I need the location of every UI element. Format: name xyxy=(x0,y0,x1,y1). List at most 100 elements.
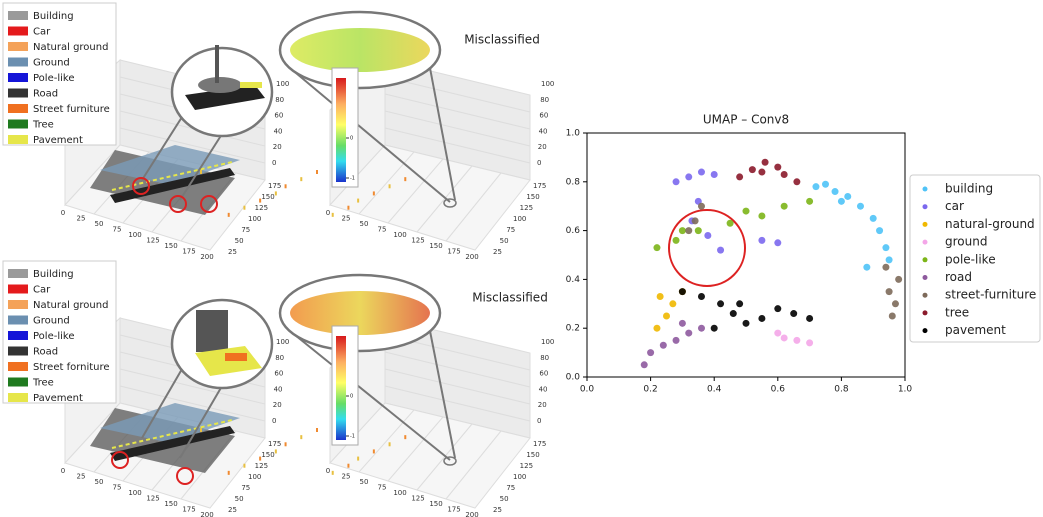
legend-label: Building xyxy=(33,269,74,280)
pane-grid xyxy=(384,93,531,130)
legend-swatch xyxy=(8,11,28,20)
z-tick-label: 100 xyxy=(541,338,554,346)
point xyxy=(822,180,829,188)
scene-point xyxy=(200,428,202,432)
point xyxy=(863,263,871,271)
point xyxy=(888,312,896,320)
x-tick-label: 100 xyxy=(393,231,406,239)
point xyxy=(837,197,845,205)
scene-point xyxy=(331,470,334,475)
scene-point xyxy=(404,435,407,440)
point xyxy=(678,319,686,327)
legend-label: Pavement xyxy=(33,135,83,146)
point xyxy=(831,188,839,196)
x-tick-label: 150 xyxy=(429,500,442,508)
x-tick-label: 200 xyxy=(200,511,213,517)
legend-marker xyxy=(922,204,928,210)
x-tick-label: 50 xyxy=(95,220,104,228)
x-tick-label: 50 xyxy=(360,220,369,228)
pane-grid xyxy=(384,385,531,422)
point xyxy=(672,336,680,344)
y-tick-label: 75 xyxy=(506,484,515,492)
z-tick-label: 20 xyxy=(538,143,547,151)
point xyxy=(793,178,801,186)
point xyxy=(685,173,693,181)
scene-point xyxy=(227,470,230,475)
point xyxy=(685,329,693,337)
scene-point xyxy=(372,191,375,196)
pane-grid xyxy=(416,423,473,491)
y-tick-label: 50 xyxy=(500,495,509,503)
pane-grid xyxy=(384,127,531,164)
point xyxy=(694,227,702,235)
scene-point xyxy=(274,449,277,454)
y-tick-label: 175 xyxy=(533,440,546,448)
legend-swatch xyxy=(8,119,28,129)
legend-label: ground xyxy=(945,235,987,249)
legend-label: Tree xyxy=(32,120,54,131)
scene-point xyxy=(316,170,318,174)
x-tick-label: 125 xyxy=(146,237,159,245)
legend-label: Pole-like xyxy=(33,331,74,342)
pane-grid xyxy=(119,385,266,422)
z-tick-label: 80 xyxy=(540,354,549,362)
legend-swatch xyxy=(8,88,28,98)
point xyxy=(885,288,893,296)
point xyxy=(758,212,766,220)
pane-grid xyxy=(384,110,531,147)
point xyxy=(697,202,705,210)
y-tick-label: 100 xyxy=(248,473,261,481)
red-circle xyxy=(200,195,218,213)
x-tick-label: 125 xyxy=(146,495,159,503)
pane-grid xyxy=(119,368,266,405)
scene-point xyxy=(300,435,303,440)
pane-grid xyxy=(384,76,531,113)
legend-label: road xyxy=(945,270,972,284)
pane-grid xyxy=(387,416,444,482)
point xyxy=(717,246,725,254)
point xyxy=(742,207,750,215)
legend-swatch xyxy=(8,57,28,67)
x-tick-label: 150 xyxy=(429,242,442,250)
x-tick-label: 0 xyxy=(326,209,330,217)
legend-swatch xyxy=(8,73,28,82)
scene-building xyxy=(100,145,240,185)
y-tick-label: 25 xyxy=(228,248,237,256)
point xyxy=(748,166,756,174)
scene-point xyxy=(284,184,287,189)
point xyxy=(761,158,769,166)
zoom-object xyxy=(215,45,219,83)
legend-label: building xyxy=(945,182,993,196)
scene-point xyxy=(284,442,287,447)
point xyxy=(895,275,903,283)
point xyxy=(774,329,782,337)
y-tick-label: 125 xyxy=(520,462,533,470)
point xyxy=(774,163,782,171)
z-tick-label: 60 xyxy=(274,370,283,378)
point xyxy=(659,341,667,349)
panel-title: Misclassified xyxy=(464,33,540,47)
y-tick-label: 150 xyxy=(261,451,274,459)
x-tick-label: 125 xyxy=(411,237,424,245)
callout-line xyxy=(179,133,223,201)
point-cloud xyxy=(290,291,430,335)
scene-point xyxy=(274,191,277,196)
point xyxy=(691,217,699,225)
legend-label: Pole-like xyxy=(33,73,74,84)
point xyxy=(736,173,744,181)
x-tick-label: 100 xyxy=(393,489,406,497)
point xyxy=(653,324,661,332)
legend-swatch xyxy=(8,300,28,309)
point xyxy=(891,300,899,308)
pane-grid xyxy=(384,351,531,388)
y-tick-label: 25 xyxy=(493,506,502,514)
legend-marker xyxy=(922,292,928,298)
legend-swatch xyxy=(8,362,28,371)
point xyxy=(758,314,766,322)
point xyxy=(774,305,782,313)
scene-point xyxy=(200,170,202,174)
point xyxy=(856,202,864,210)
x-tick-label: 100 xyxy=(128,231,141,239)
chart-title: UMAP – Conv8 xyxy=(703,113,789,127)
z-tick-label: 40 xyxy=(539,385,548,393)
